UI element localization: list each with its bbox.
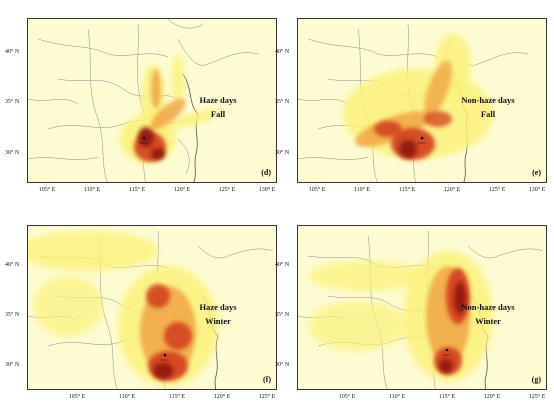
map-nonhaze-winter: Hefei Non-haze days Winter (g) [297,225,547,390]
x-tick: 115° E [398,187,416,193]
y-tick: 35° N [275,312,290,318]
x-tick: 105° E [68,394,86,400]
x-tick: 120° E [213,394,231,400]
x-tick: 120° E [483,394,501,400]
city-marker [142,136,146,140]
x-tick: 125° E [258,394,276,400]
map-haze-fall: Hefei Haze days Fall (d) [27,18,277,183]
x-tick: 125° E [218,187,236,193]
x-tick: 125° E [528,394,546,400]
x-tick: 115° E [438,394,456,400]
panel-tag: (f) [263,375,271,384]
panel-season: Fall [210,109,226,119]
density-field [308,251,493,381]
city-label: Hefei [418,141,426,145]
x-tick: 105° E [308,187,326,193]
y-tick: 40° N [275,262,290,268]
x-tick: 130° E [528,187,546,193]
city-marker [163,353,167,357]
panel-season: Winter [475,316,501,326]
panel-g: Hefei Non-haze days Winter (g) 105° E 11… [275,225,547,400]
panel-f: Hefei Haze days Winter (f) 105° E 110° E… [5,225,277,400]
panel-tag: (g) [531,375,541,384]
x-tick: 110° E [83,187,101,193]
x-tick: 120° E [443,187,461,193]
x-tick: 110° E [388,394,406,400]
y-tick: 35° N [275,99,290,105]
x-tick: 130° E [258,187,276,193]
x-tick: 120° E [173,187,191,193]
city-marker [420,136,424,140]
y-tick: 40° N [5,262,20,268]
x-tick: 115° E [128,187,146,193]
coastline [182,73,199,182]
y-tick: 30° N [5,150,20,156]
map-haze-winter: Hefei Haze days Winter (f) [27,225,277,390]
x-tick: 110° E [118,394,136,400]
panel-tag: (e) [532,168,541,177]
density-field [120,54,223,163]
y-tick: 40° N [5,49,20,55]
map-graphic-g [298,230,544,389]
x-tick: 105° E [38,187,56,193]
panel-title: Haze days [199,302,237,312]
y-tick: 35° N [5,312,20,318]
city-label: Hefei [443,353,451,357]
y-tick: 30° N [5,362,20,368]
map-graphic-f [28,230,274,389]
y-tick: 30° N [275,150,290,156]
map-graphic-e [298,23,529,182]
x-tick: 110° E [353,187,371,193]
panel-tag: (d) [261,168,271,177]
x-tick: 115° E [168,394,186,400]
y-tick: 40° N [275,49,290,55]
y-tick: 30° N [275,362,290,368]
panel-title: Non-haze days [461,302,515,312]
x-tick: 105° E [338,394,356,400]
panel-title: Haze days [199,95,237,105]
city-label: Hefei [161,358,169,362]
panel-season: Fall [480,109,496,119]
map-graphic-d [28,19,259,182]
map-nonhaze-fall: Hefei Non-haze days Fall (e) [297,18,547,183]
x-tick: 125° E [488,187,506,193]
panel-season: Winter [205,316,231,326]
city-label: Hefei [139,141,147,145]
y-tick: 35° N [5,99,20,105]
city-marker [445,348,449,352]
panel-title: Non-haze days [461,95,515,105]
density-field [28,231,218,386]
density-field [343,34,493,160]
panel-d: Hefei Haze days Fall (d) 105° E 110° E 1… [5,18,277,193]
panel-e: Hefei Non-haze days Fall (e) 105° E 110°… [275,18,547,193]
